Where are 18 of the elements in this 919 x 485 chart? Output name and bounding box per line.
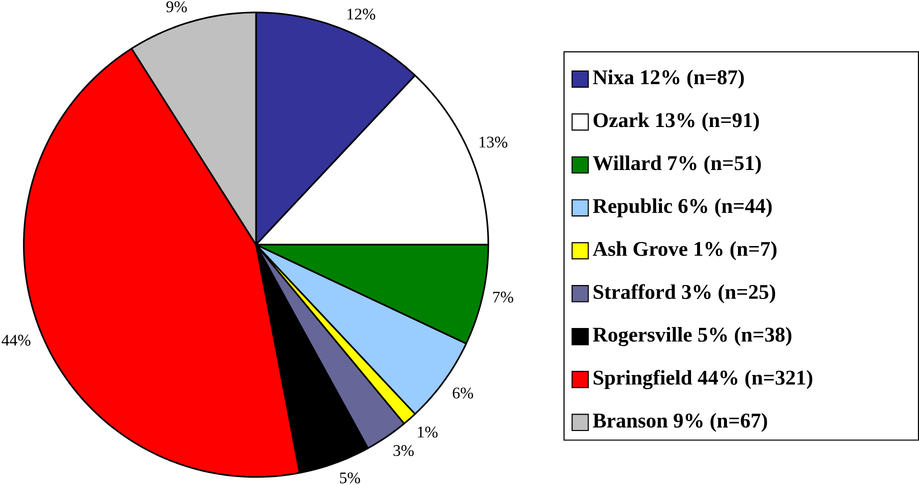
data-label: 3% <box>394 445 414 456</box>
data-label: 9% <box>166 1 187 12</box>
data-label: 12% <box>348 8 376 20</box>
data-label: 44% <box>2 334 30 346</box>
legend-label: Rogersville 5% (n=38) <box>592 327 792 346</box>
legend-label: Ozark 13% (n=91) <box>594 112 759 132</box>
data-label: 6% <box>452 388 474 399</box>
legend-label: Strafford 3% (n=25) <box>594 284 776 304</box>
legend-label: Branson 9% (n=67) <box>592 413 768 432</box>
legend-label: Nixa 12% (n=87) <box>592 70 744 89</box>
data-label: 13% <box>480 136 508 148</box>
data-label: 1% <box>418 426 438 438</box>
legend-label: Springfield 44% (n=321) <box>594 370 812 390</box>
legend-label: Willard 7% (n=51) <box>592 156 761 175</box>
legend-label: Republic 6% (n=44) <box>592 198 772 218</box>
data-label: 7% <box>493 292 514 303</box>
legend-label: Ash Grove 1% (n=7) <box>592 241 776 260</box>
data-label: 5% <box>340 472 360 484</box>
